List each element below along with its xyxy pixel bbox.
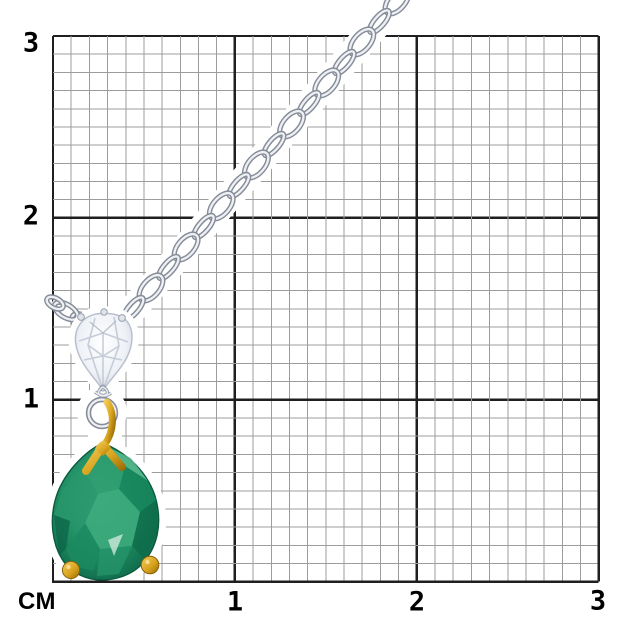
grid-frame-overlay	[51, 36, 600, 583]
left-tick-2cm: 2	[22, 200, 40, 232]
necklace-chain	[44, 0, 412, 345]
gold-prong-cap	[82, 441, 126, 475]
diamond-stone	[74, 308, 133, 392]
bottom-tick-2cm: 2	[408, 586, 426, 618]
unit-label-cm: СМ	[17, 588, 57, 615]
diamond-prongs	[77, 308, 126, 392]
left-tick-1cm: 1	[22, 383, 40, 415]
bottom-tick-3cm: 3	[589, 585, 607, 617]
left-tick-3cm: 3	[22, 27, 40, 59]
pendant	[44, 306, 167, 588]
gold-ball-prongs	[61, 555, 160, 580]
bail-loop	[85, 385, 119, 430]
bottom-tick-1cm: 1	[226, 586, 244, 618]
gold-bail-hook	[101, 398, 116, 448]
